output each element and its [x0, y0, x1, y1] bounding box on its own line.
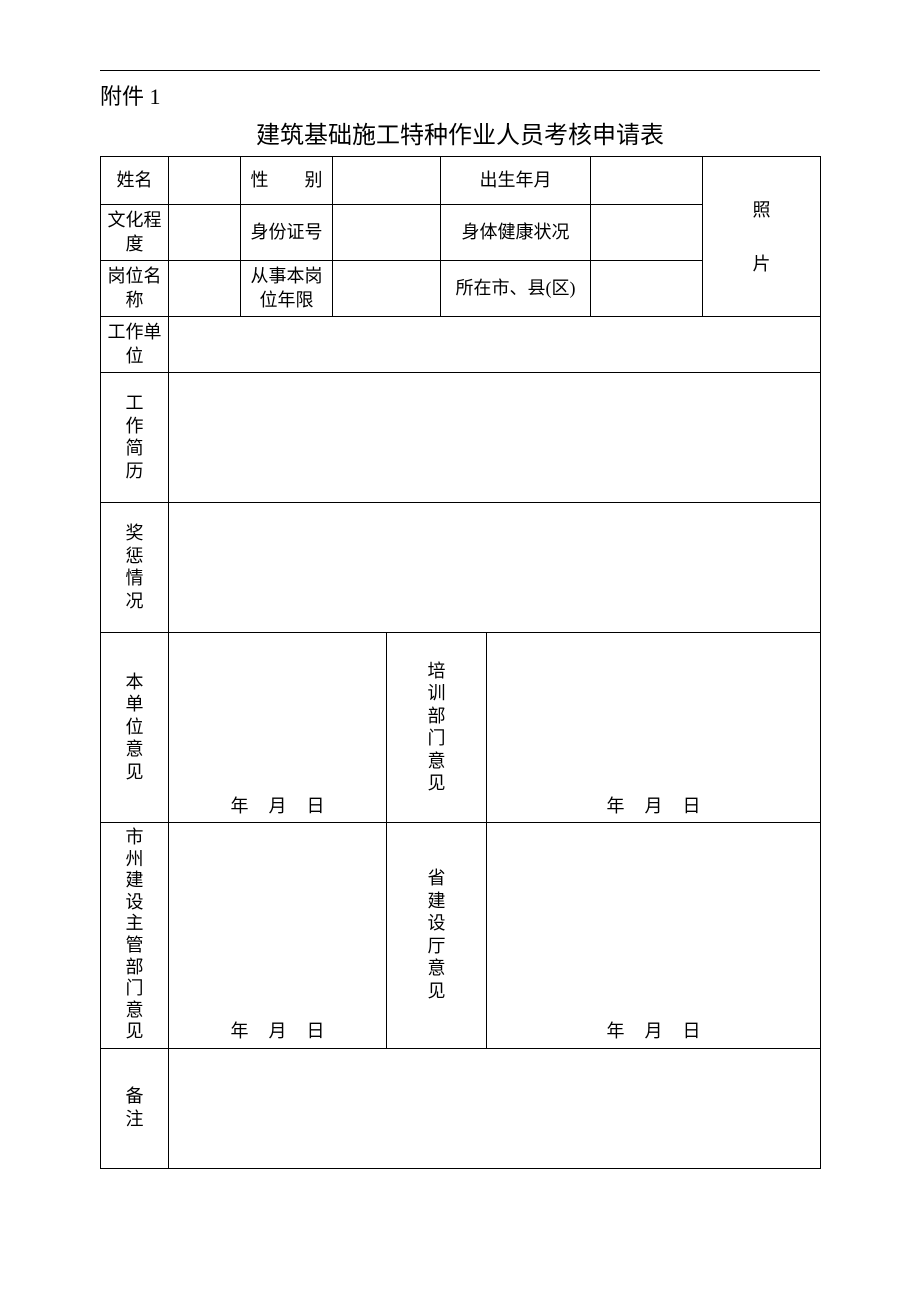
value-education [169, 205, 241, 261]
value-training-opinion: 年月日 [487, 633, 821, 823]
value-city-dept-opinion: 年月日 [169, 823, 387, 1049]
label-gender: 性 别 [241, 157, 333, 205]
form-title: 建筑基础施工特种作业人员考核申请表 [100, 115, 820, 150]
value-name [169, 157, 241, 205]
label-birth: 出生年月 [441, 157, 591, 205]
label-photo: 照片 [752, 183, 772, 291]
application-form-table: 姓名 性 别 出生年月 照片 文化程度 身份证号 身体健康状况 岗位名称 从事本… [100, 156, 821, 1169]
value-postyears [333, 261, 441, 317]
value-remark [169, 1048, 821, 1168]
value-health [591, 205, 703, 261]
label-unit-opinion: 本单位意见 [101, 633, 169, 823]
value-gender [333, 157, 441, 205]
label-name: 姓名 [101, 157, 169, 205]
label-province-opinion: 省建设厅意见 [387, 823, 487, 1049]
label-training-opinion: 培训部门意见 [387, 633, 487, 823]
document-page: 附件 1 建筑基础施工特种作业人员考核申请表 姓名 性 别 出生年月 照片 [0, 0, 920, 1302]
value-award [169, 503, 821, 633]
label-postyears: 从事本岗位年限 [241, 261, 333, 317]
label-idnumber: 身份证号 [241, 205, 333, 261]
value-province-opinion: 年月日 [487, 823, 821, 1049]
label-remark: 备注 [101, 1048, 169, 1168]
label-education: 文化程度 [101, 205, 169, 261]
label-resume: 工作简历 [101, 373, 169, 503]
value-citycounty [591, 261, 703, 317]
label-health: 身体健康状况 [441, 205, 591, 261]
label-citycounty: 所在市、县(区) [441, 261, 591, 317]
label-workunit: 工作单位 [101, 317, 169, 373]
value-unit-opinion: 年月日 [169, 633, 387, 823]
label-city-dept-opinion: 市州建设主管部门意见 [101, 823, 169, 1049]
label-postname: 岗位名称 [101, 261, 169, 317]
attachment-label: 附件 1 [100, 79, 820, 111]
label-award: 奖惩情况 [101, 503, 169, 633]
value-idnumber [333, 205, 441, 261]
value-workunit [169, 317, 821, 373]
value-postname [169, 261, 241, 317]
photo-cell: 照片 [703, 157, 821, 317]
header-rule [100, 70, 820, 71]
value-resume [169, 373, 821, 503]
value-birth [591, 157, 703, 205]
